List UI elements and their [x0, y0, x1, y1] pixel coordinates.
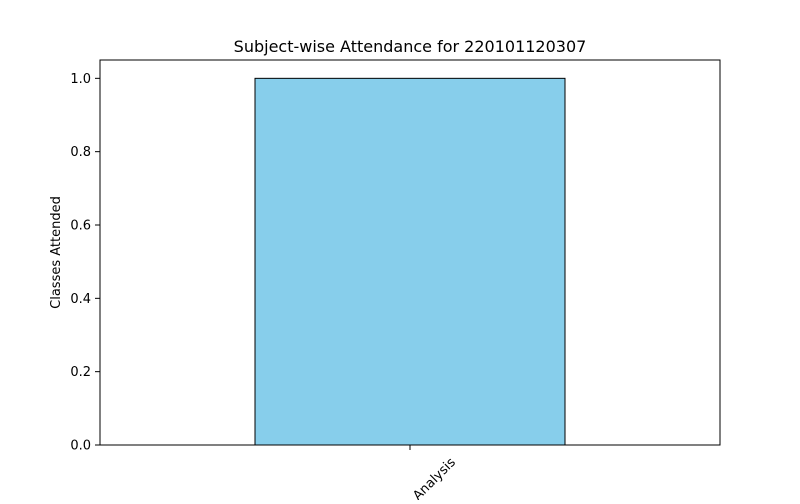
plot-area-frame [99, 59, 721, 446]
chart-title: Subject-wise Attendance for 220101120307 [234, 37, 587, 56]
y-axis-label: Classes Attended [49, 196, 64, 309]
y-tick-label: 0.0 [70, 439, 91, 454]
bars-layer [254, 77, 566, 446]
y-tick-label: 0.4 [70, 292, 91, 307]
y-tick-label: 0.2 [70, 365, 91, 380]
y-tick-label: 0.8 [70, 145, 91, 160]
y-axis-ticks: 0.0 0.2 0.4 0.6 0.8 1.0 [70, 72, 100, 454]
bar-analysis [254, 77, 566, 446]
y-tick-label: 0.6 [70, 219, 91, 234]
y-tick-label: 1.0 [70, 72, 91, 87]
